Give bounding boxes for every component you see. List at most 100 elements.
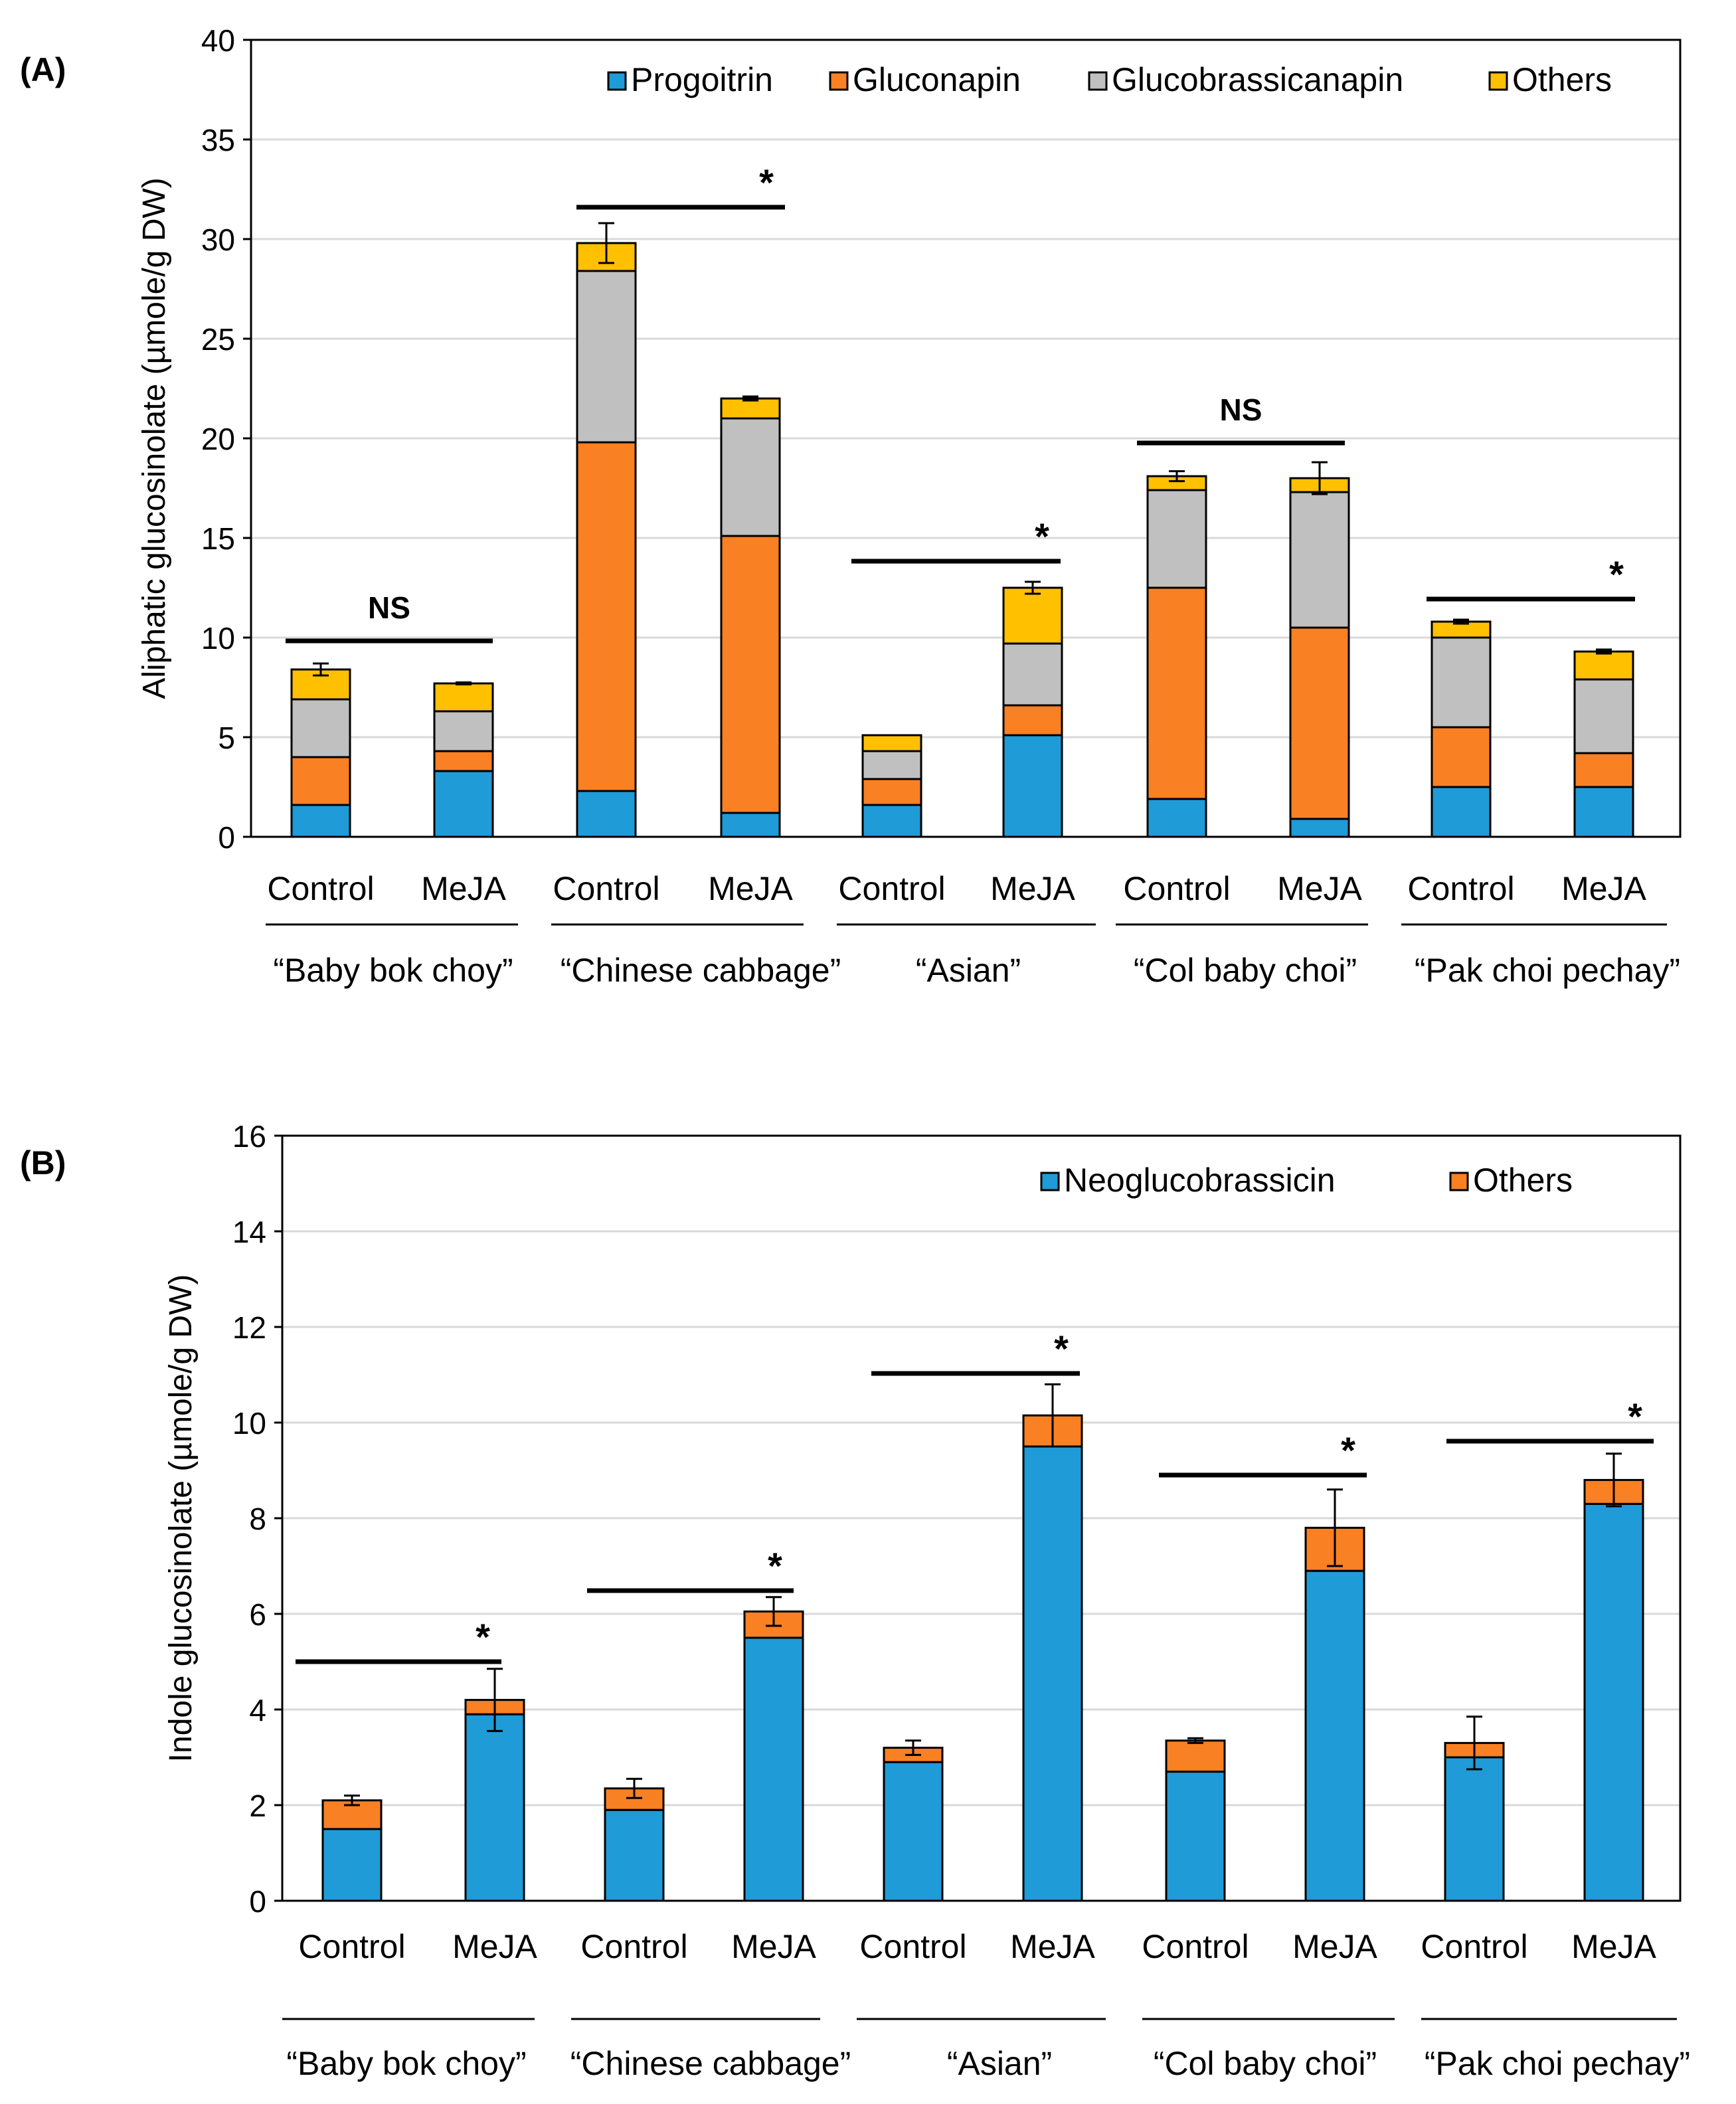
x-group-label: “Baby bok choy” [286, 2045, 526, 2082]
bar-segment-progoitrin [576, 790, 637, 838]
x-category-label: MeJA [1292, 1928, 1377, 1965]
bar-segment-glucobrassicanapin [433, 710, 494, 752]
bar-segment-progoitrin [433, 770, 494, 838]
bar-segment-gluconapin [861, 778, 922, 806]
bar-segment-others [433, 682, 494, 713]
bar-segment-glucobrassicanapin [290, 698, 351, 758]
bar-segment-neoglucobrassicin [743, 1636, 804, 1902]
bar-segment-neoglucobrassicin [1444, 1756, 1505, 1902]
bar-segment-gluconapin [1289, 626, 1350, 820]
x-category-label: Control [859, 1928, 966, 1965]
x-group-label: “Col baby choi” [1154, 2045, 1377, 2082]
bar-segment-others [861, 734, 922, 752]
significance-marker: NS [1220, 393, 1262, 427]
significance-marker: * [476, 1616, 490, 1658]
bar-segment-glucobrassicanapin [861, 750, 922, 780]
x-category-label: Control [1123, 870, 1230, 907]
y-tick-label: 35 [201, 123, 235, 157]
bar-segment-gluconapin [576, 441, 637, 792]
legend-label: Progoitrin [631, 61, 773, 98]
bar-segment-glucobrassicanapin [1431, 636, 1492, 729]
bar-segment-others [720, 397, 781, 420]
x-group-label: “Asian” [916, 952, 1021, 989]
y-tick-label: 4 [249, 1693, 266, 1727]
bar-segment-gluconapin [1431, 726, 1492, 788]
panel-label: (A) [20, 51, 66, 88]
significance-marker: * [1341, 1429, 1355, 1471]
x-category-label: Control [298, 1928, 405, 1965]
x-group-label: “Chinese cabbage” [561, 952, 841, 989]
bar-segment-neoglucobrassicin [604, 1808, 665, 1902]
legend-swatch [1088, 71, 1108, 91]
bar-segment-progoitrin [290, 804, 351, 838]
x-category-label: MeJA [731, 1928, 816, 1965]
y-tick-label: 2 [249, 1789, 266, 1823]
bar-segment-neoglucobrassicin [321, 1828, 383, 1902]
legend-swatch [1449, 1172, 1469, 1191]
bar-segment-gluconapin [1002, 704, 1063, 737]
legend-swatch [829, 71, 849, 91]
legend-swatch [607, 71, 627, 91]
bar-segment-glucobrassicanapin [1146, 489, 1207, 589]
x-category-label: Control [267, 870, 374, 907]
significance-marker: * [1628, 1395, 1642, 1437]
x-category-label: MeJA [421, 870, 506, 907]
bar-segment-neoglucobrassicin [1583, 1502, 1644, 1902]
y-tick-label: 14 [232, 1215, 266, 1249]
legend-label: Gluconapin [853, 61, 1021, 98]
y-axis-label: Aliphatic glucosinolate (µmole/g DW) [137, 177, 172, 699]
plot-frame [250, 39, 1682, 838]
x-category-label: MeJA [1277, 870, 1362, 907]
x-category-label: MeJA [452, 1928, 537, 1965]
bar-segment-gluconapin [1573, 752, 1634, 788]
bar-segment-others [290, 668, 351, 701]
bar-segment-neoglucobrassicin [1165, 1771, 1226, 1902]
bar-segment-neoglucobrassicin [464, 1713, 525, 1902]
y-tick-label: 25 [201, 322, 235, 357]
x-group-label: “Pak choi pechay” [1415, 952, 1680, 989]
bar-segment-gluconapin [1146, 586, 1207, 800]
y-axis-label: Indole glucosinolate (µmole/g DW) [163, 1274, 199, 1763]
y-tick-label: 20 [201, 422, 235, 456]
bar-segment-progoitrin [1289, 818, 1350, 838]
significance-marker: * [768, 1545, 782, 1587]
legend-label: Neoglucobrassicin [1064, 1162, 1336, 1199]
significance-marker: * [1035, 515, 1049, 557]
bar-segment-neoglucobrassicin [883, 1761, 944, 1902]
x-category-label: Control [838, 870, 945, 907]
bar-segment-progoitrin [861, 804, 922, 838]
legend-label: Glucobrassicanapin [1112, 61, 1403, 98]
bar-segment-gluconapin [433, 750, 494, 772]
x-category-label: Control [1142, 1928, 1249, 1965]
y-tick-label: 5 [218, 721, 235, 755]
bar-segment-gluconapin [720, 535, 781, 814]
plot-frame [281, 1134, 1682, 1902]
bar-segment-progoitrin [720, 812, 781, 838]
x-group-label: “Col baby choi” [1134, 952, 1357, 989]
y-tick-label: 6 [249, 1597, 266, 1632]
chart-panel-b: (B) 0 2 4 6 8 10 12 14 16 Indole glucosinolate (µm… [20, 1119, 1690, 2082]
legend-label: Others [1473, 1162, 1573, 1199]
x-group-label: “Chinese cabbage” [570, 2045, 851, 2082]
y-tick-label: 12 [232, 1310, 266, 1345]
significance-marker: * [759, 161, 774, 203]
bar-segment-others [1002, 586, 1063, 645]
x-group-label: “Baby bok choy” [273, 952, 513, 989]
y-tick-label: 30 [201, 222, 235, 257]
legend-swatch [1040, 1172, 1060, 1191]
x-group-label: “Pak choi pechay” [1425, 2045, 1690, 2082]
legend-swatch [1488, 71, 1508, 91]
bar-segment-others [1573, 650, 1634, 681]
y-tick-label: 0 [249, 1884, 266, 1919]
bar-segment-progoitrin [1146, 798, 1207, 838]
significance-marker: * [1609, 553, 1624, 595]
bar-segment-glucobrassicanapin [1002, 642, 1063, 707]
y-tick-label: 15 [201, 521, 235, 556]
chart-panel-a: (A) 0 5 10 15 20 25 30 35 40 Aliphatic glucosinola… [20, 23, 1682, 989]
x-category-label: Control [553, 870, 659, 907]
bar-segment-others [1165, 1739, 1226, 1773]
bar-segment-glucobrassicanapin [576, 270, 637, 444]
x-category-label: MeJA [1010, 1928, 1095, 1965]
y-tick-label: 40 [201, 23, 235, 58]
